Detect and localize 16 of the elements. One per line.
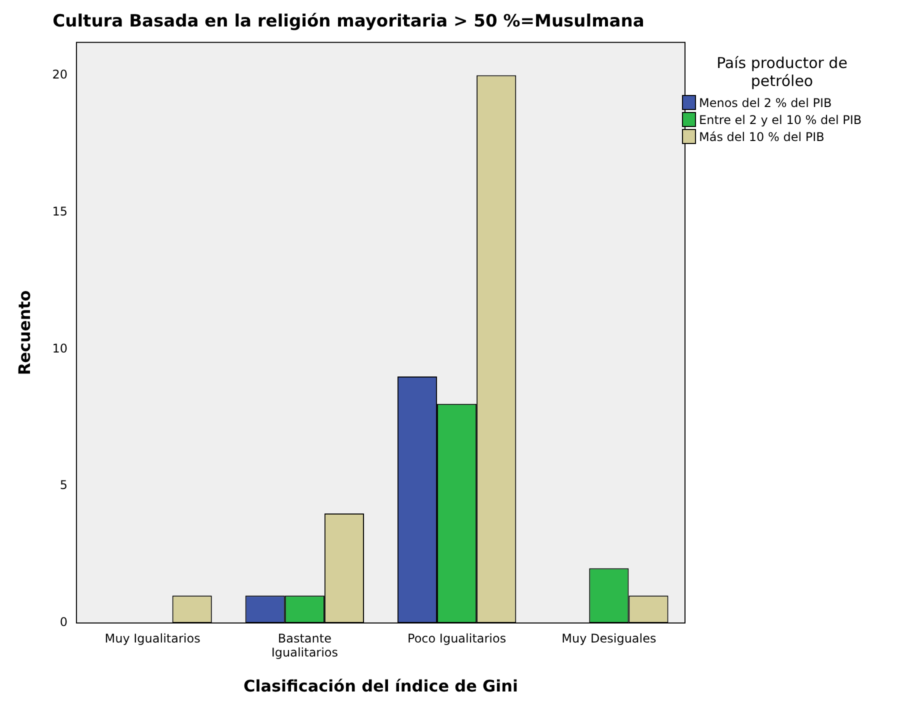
- x-tick-label: Muy Igualitarios: [104, 631, 200, 646]
- x-tick-label: Muy Desiguales: [562, 631, 656, 646]
- y-tick-label: 20: [52, 67, 68, 82]
- y-tick-label: 10: [52, 341, 68, 356]
- x-axis-title: Clasificación del índice de Gini: [243, 676, 518, 696]
- y-tick-label: 0: [60, 615, 68, 630]
- legend-label: Menos del 2 % del PIB: [699, 96, 832, 110]
- chart-title: Cultura Basada en la religión mayoritaria > 50 %=Musulmana: [52, 12, 644, 32]
- y-tick-label: 5: [60, 478, 68, 492]
- legend-label: Más del 10 % del PIB: [699, 130, 824, 144]
- x-tick-label: Bastante Igualitarios: [271, 631, 338, 660]
- legend-label: Entre el 2 y el 10 % del PIB: [699, 112, 862, 126]
- x-tick-label: Poco Igualitarios: [407, 631, 506, 646]
- y-tick-label: 15: [52, 204, 68, 218]
- y-axis-title: Recuento: [14, 290, 34, 376]
- legend-title: País productor de petróleo: [716, 54, 848, 90]
